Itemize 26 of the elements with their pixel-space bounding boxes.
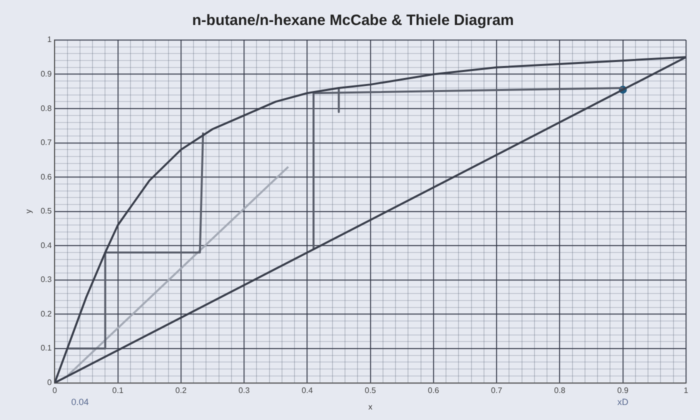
text: 0.04	[71, 396, 89, 407]
y-tick-label: 0.8	[40, 104, 52, 113]
chart-title: n-butane/n-hexane McCabe & Thiele Diagram	[192, 12, 514, 30]
x-tick-label: 0.7	[491, 386, 503, 395]
x-tick-label: 0.5	[364, 386, 376, 395]
y-tick-label: 0.4	[40, 240, 52, 250]
x-tick-label: 0.3	[238, 386, 250, 395]
y-tick-label: 0	[47, 378, 52, 388]
y-tick-label: 1	[47, 35, 52, 44]
y-tick-label: 0.7	[40, 138, 52, 148]
x-tick-label: 0.4	[302, 386, 314, 395]
y-axis-title: y	[24, 209, 34, 214]
y-tick-label: 0.3	[40, 275, 52, 284]
y-tick-label: 0.2	[40, 309, 52, 318]
y-tick-label: 0.6	[40, 172, 52, 182]
x-tick-label: 0.1	[112, 386, 124, 395]
x-tick-label: 1	[684, 386, 689, 395]
x-tick-label: 0.2	[175, 386, 188, 395]
x-axis-title: x	[368, 402, 372, 412]
x-tick-label: 0.6	[428, 386, 440, 395]
y-tick-label: 0.9	[40, 69, 52, 78]
text: xD	[617, 396, 629, 407]
y-tick-label: 0.1	[40, 344, 52, 353]
x-tick-label: 0.8	[554, 386, 566, 395]
y-tick-label: 0.5	[40, 206, 52, 216]
x-tick-label: 0.9	[617, 386, 629, 395]
